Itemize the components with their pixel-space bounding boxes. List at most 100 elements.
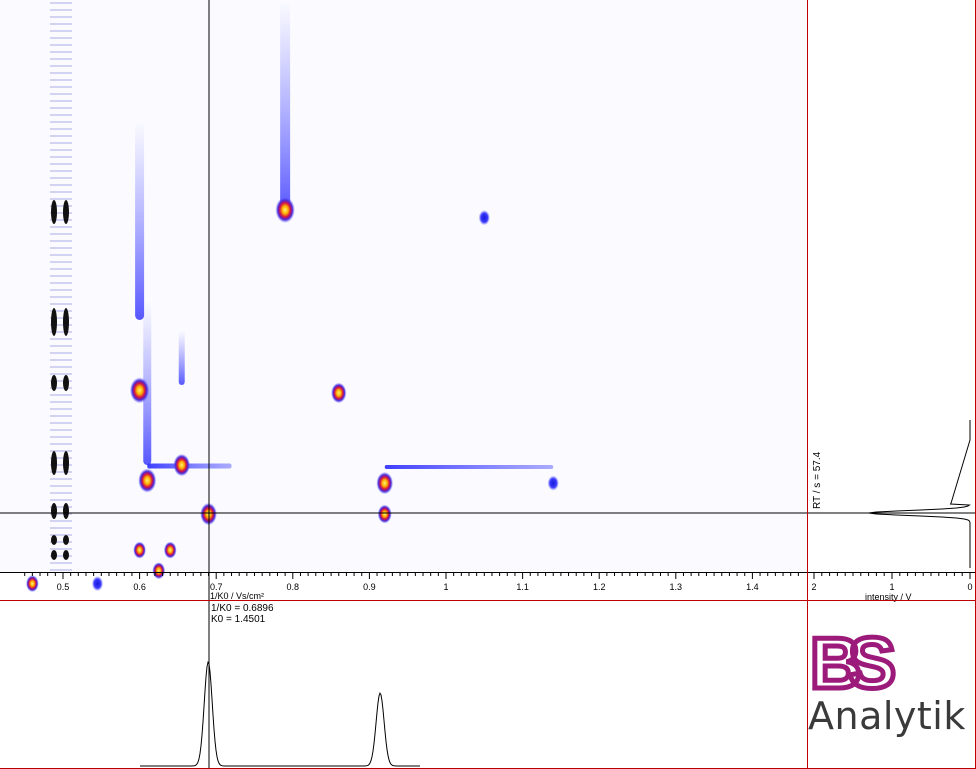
rip-stripe [50, 163, 72, 165]
x-tick-label: 1.2 [593, 582, 606, 592]
rip-stripe [50, 100, 72, 102]
rip-stripe [50, 198, 72, 200]
rip-stripe [50, 9, 72, 11]
rip-stripe [50, 177, 72, 179]
rip-stripe [50, 422, 72, 424]
rip-stripe [50, 485, 72, 487]
intensity-tick-label: 2 [811, 582, 816, 592]
rip-stripe [50, 331, 72, 333]
x-tick-label: 0.5 [57, 582, 70, 592]
spot-tails [135, 0, 291, 465]
rip-stripe [50, 478, 72, 480]
rip-band [51, 451, 57, 475]
heatmap-spot [91, 576, 104, 592]
rip-band [51, 550, 57, 560]
heatmap-spot [133, 541, 146, 559]
x-axis-label: 1/K0 / Vs/cm² [210, 591, 264, 601]
rip-stripe [50, 72, 72, 74]
rip-stripe [50, 107, 72, 109]
rip-stripe [50, 387, 72, 389]
rip-stripe [50, 58, 72, 60]
heatmap-spot [25, 575, 39, 593]
rip-stripe [50, 443, 72, 445]
x-tick-label: 1.1 [516, 582, 529, 592]
rip-stripe [50, 534, 72, 536]
rt-readout: RT / s = 57.4 [812, 451, 823, 509]
rip-stripe [50, 520, 72, 522]
heatmap-spot [152, 562, 166, 580]
rip-stripe [50, 527, 72, 529]
x-tick-label: 0.7 [210, 582, 223, 592]
rip-stripe [50, 240, 72, 242]
rip-stripe [50, 114, 72, 116]
x-tick-label: 1 [443, 582, 448, 592]
rip-stripe [50, 562, 72, 564]
rip-stripe [50, 345, 72, 347]
rip-stripe [50, 289, 72, 291]
rip-stripe [50, 464, 72, 466]
rip-stripe [50, 93, 72, 95]
intensity-tick-label: 0 [967, 582, 972, 592]
heatmap-spot [173, 453, 191, 477]
rip-stripe [50, 219, 72, 221]
cursor-readout: 1/K0 = 0.6896 K0 = 1.4501 [211, 603, 274, 625]
x-tick-label: 1.3 [670, 582, 683, 592]
rip-band [63, 200, 69, 224]
heatmap-spot [275, 196, 295, 223]
rip-stripe [50, 51, 72, 53]
rip-stripe [50, 233, 72, 235]
rip-stripe [50, 429, 72, 431]
rip-stripe [50, 450, 72, 452]
rip-stripe [50, 268, 72, 270]
spot-smear [384, 465, 554, 469]
rip-stripe [50, 2, 72, 4]
rip-stripe [50, 296, 72, 298]
rip-stripe [50, 254, 72, 256]
rip-stripe [50, 261, 72, 263]
rip-band [63, 550, 69, 560]
x-tick-label: 0.6 [133, 582, 146, 592]
heatmap-spot [138, 468, 157, 493]
heatmap-spot [331, 382, 347, 404]
logo-wordmark: Analytik [808, 694, 966, 738]
rip-stripe [50, 324, 72, 326]
rip-stripe [50, 86, 72, 88]
rip-stripe [50, 282, 72, 284]
rip-stripe [50, 499, 72, 501]
rip-stripe [50, 212, 72, 214]
rip-stripe [50, 436, 72, 438]
spot-tail [280, 0, 291, 215]
rip-band [51, 503, 57, 519]
rip-stripe [50, 128, 72, 130]
intensity-axis: 2 1 0 [808, 572, 976, 592]
heatmap-spot [129, 377, 150, 404]
rip-stripe [50, 65, 72, 67]
rip-stripe [50, 37, 72, 39]
reactant-ion-peak-band [50, 2, 72, 571]
x-tick-label: 1.4 [746, 582, 759, 592]
rip-band [51, 308, 57, 336]
rip-stripe [50, 394, 72, 396]
rip-stripe [50, 506, 72, 508]
heatmap-spot [547, 475, 559, 491]
rip-stripe [50, 492, 72, 494]
rip-stripe [50, 247, 72, 249]
bs-logo-mark: BS [810, 622, 900, 700]
rip-stripe [50, 44, 72, 46]
rip-stripe [50, 142, 72, 144]
rip-stripe [50, 275, 72, 277]
rip-stripe [50, 30, 72, 32]
rip-stripe [50, 541, 72, 543]
rip-stripe [50, 205, 72, 207]
rip-stripe [50, 359, 72, 361]
rip-stripe [50, 170, 72, 172]
rip-stripe [50, 366, 72, 368]
heatmap-area[interactable] [0, 0, 808, 572]
rip-stripe [50, 23, 72, 25]
rip-stripe [50, 513, 72, 515]
inv-k0-readout: 1/K0 = 0.6896 [211, 603, 274, 614]
spot-tail [135, 120, 145, 320]
heatmap-spot [376, 471, 394, 495]
intensity-axis-label: intensity / V [865, 592, 912, 602]
